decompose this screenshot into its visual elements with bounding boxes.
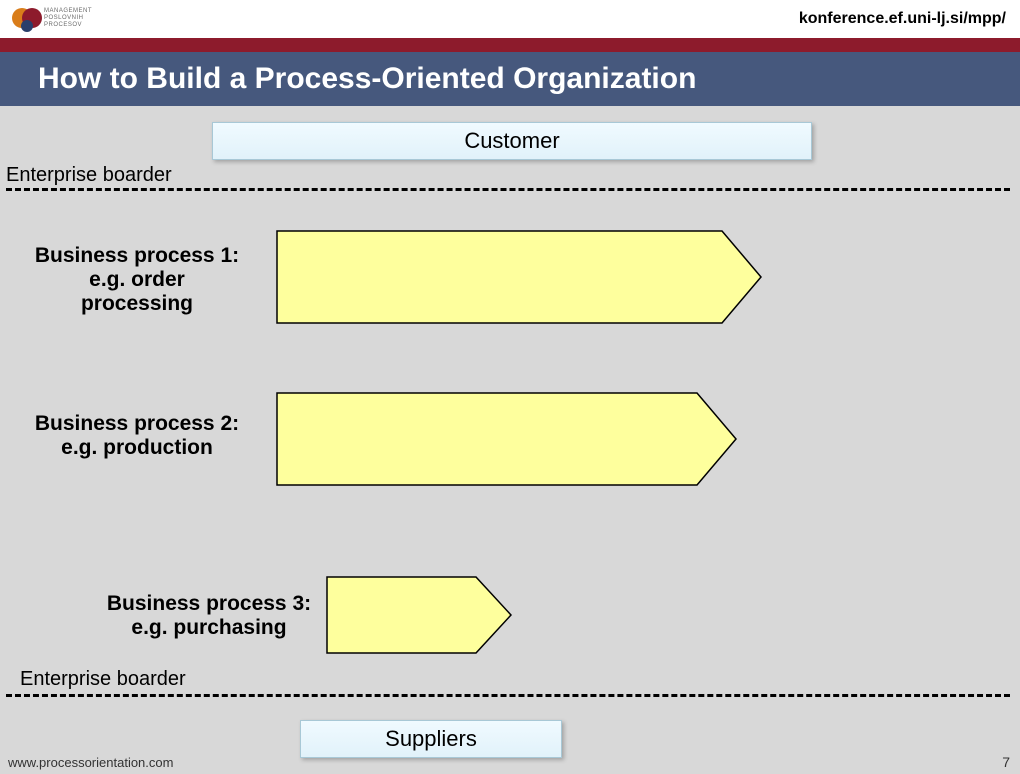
body-area: Customer Enterprise boarder Business pro… — [0, 106, 1020, 774]
customer-box: Customer — [212, 122, 812, 160]
process-1-arrow — [276, 230, 762, 324]
logo-line-1: Management — [44, 8, 92, 14]
process-3-arrow — [326, 576, 512, 654]
top-bar: Management Poslovnih Procesov konference… — [0, 0, 1020, 38]
customer-label: Customer — [464, 128, 559, 154]
suppliers-label: Suppliers — [385, 726, 477, 752]
process-2-line2: e.g. production — [61, 436, 213, 459]
dashed-line-top — [6, 188, 1010, 191]
footer-url: www.processorientation.com — [8, 755, 173, 770]
process-1-line3: processing — [81, 292, 193, 315]
slide: Management Poslovnih Procesov konference… — [0, 0, 1020, 774]
enterprise-boarder-label-bottom: Enterprise boarder — [20, 668, 186, 691]
process-2-label: Business process 2: e.g. production — [12, 412, 262, 460]
process-1-label: Business process 1: e.g. order processin… — [12, 244, 262, 316]
enterprise-boarder-label-top: Enterprise boarder — [6, 164, 172, 187]
process-2-arrow — [276, 392, 737, 486]
process-1-line1: Business process 1: — [35, 244, 239, 267]
logo-text: Management Poslovnih Procesov — [44, 8, 92, 29]
title-banner: How to Build a Process-Oriented Organiza… — [0, 52, 1020, 106]
slide-title: How to Build a Process-Oriented Organiza… — [0, 62, 696, 96]
logo-line-2: Poslovnih — [44, 15, 84, 21]
dashed-line-bottom — [6, 694, 1010, 697]
logo-line-3: Procesov — [44, 22, 82, 28]
page-number: 7 — [1002, 754, 1010, 770]
process-3-label: Business process 3: e.g. purchasing — [84, 592, 334, 640]
conference-url: konference.ef.uni-lj.si/mpp/ — [799, 10, 1006, 28]
process-3-line1: Business process 3: — [107, 592, 311, 615]
red-stripe — [0, 38, 1020, 52]
process-1-line2: e.g. order — [89, 268, 185, 291]
process-2-line1: Business process 2: — [35, 412, 239, 435]
process-3-line2: e.g. purchasing — [131, 616, 286, 639]
suppliers-box: Suppliers — [300, 720, 562, 758]
